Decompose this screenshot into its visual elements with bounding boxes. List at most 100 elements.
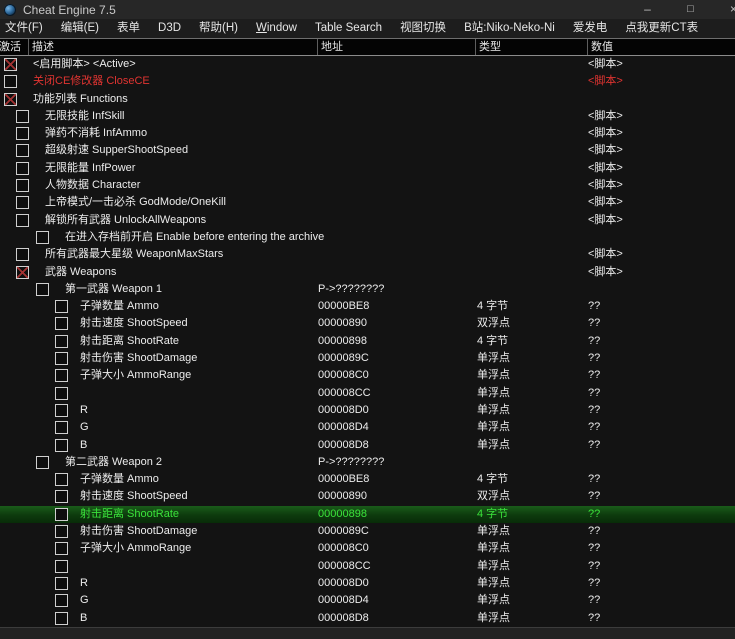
table-row[interactable]: 人物数据 Character <脚本> [0,177,735,194]
menu-item-0[interactable]: 文件(F) [5,22,43,34]
table-row[interactable]: <启用脚本> <Active> <脚本> [0,56,735,73]
row-checkbox-unchecked[interactable] [16,127,29,141]
row-checkbox-unchecked[interactable] [55,611,68,625]
row-checkbox-unchecked[interactable] [16,109,29,123]
row-description: 关闭CE修改器 CloseCE [33,75,150,88]
table-row[interactable]: 功能列表 Functions [0,91,735,108]
table-row[interactable]: G 000008D4 单浮点?? [0,592,735,609]
row-description: 射击伤害 ShootDamage [80,525,198,538]
close-button[interactable]: × [729,2,735,16]
row-checkbox-unchecked[interactable] [16,213,29,227]
titlebar: Cheat Engine 7.5 – □ × [0,0,735,19]
table-row[interactable]: 000008CC 单浮点?? [0,385,735,402]
menu-item-10[interactable]: 点我更新CT表 [625,22,699,34]
table-row[interactable]: 射击距离 ShootRate 00000898 4 字节?? [0,333,735,350]
row-checkbox-unchecked[interactable] [36,455,49,469]
minimize-button[interactable]: – [644,2,651,16]
row-type: 单浮点 [477,594,510,607]
row-type: 单浮点 [477,421,510,434]
table-row[interactable]: 无限能量 InfPower <脚本> [0,160,735,177]
row-checkbox-unchecked[interactable] [16,196,29,210]
table-row[interactable]: 射击伤害 ShootDamage 0000089C 单浮点?? [0,523,735,540]
menu-item-5[interactable]: Window [256,22,297,34]
table-row[interactable]: 解锁所有武器 UnlockAllWeapons <脚本> [0,212,735,229]
row-checkbox-unchecked[interactable] [16,144,29,158]
row-checkbox-unchecked[interactable] [55,576,68,590]
table-row[interactable]: B 000008D8 单浮点?? [0,437,735,454]
row-address: 000008D4 [318,594,369,607]
row-checkbox-unchecked[interactable] [55,369,68,383]
row-checkbox-unchecked[interactable] [16,179,29,193]
table-row[interactable]: 无限技能 InfSkill <脚本> [0,108,735,125]
menu-item-7[interactable]: 视图切换 [400,22,447,34]
row-description: 无限技能 InfSkill [45,109,125,122]
menu-item-9[interactable]: 爱发电 [572,22,608,34]
table-row[interactable]: 子弹数量 Ammo 00000BE8 4 字节?? [0,298,735,315]
table-row[interactable]: 第一武器 Weapon 1 P->???????? [0,281,735,298]
row-checkbox-unchecked[interactable] [36,230,49,244]
row-checkbox-unchecked[interactable] [55,507,68,521]
table-row[interactable]: 上帝模式/一击必杀 GodMode/OneKill <脚本> [0,194,735,211]
row-value: ?? [588,507,601,520]
menu-item-6[interactable]: Table Search [314,22,383,34]
row-value: ?? [588,403,601,416]
menu-item-2[interactable]: 表单 [117,22,141,34]
table-row[interactable]: 子弹大小 AmmoRange 000008C0 单浮点?? [0,367,735,384]
row-checkbox-unchecked[interactable] [55,594,68,608]
cheat-engine-app-icon [4,3,16,16]
row-checkbox-unchecked[interactable] [55,438,68,452]
row-checkbox-unchecked[interactable] [55,317,68,331]
table-row[interactable]: R 000008D0 单浮点?? [0,402,735,419]
row-checkbox-unchecked[interactable] [55,386,68,400]
row-checkbox-unchecked[interactable] [16,248,29,262]
table-row[interactable]: 关闭CE修改器 CloseCE <脚本> [0,73,735,90]
row-address: 000008D8 [318,438,369,451]
menu-item-3[interactable]: D3D [158,22,182,34]
row-checkbox-checked[interactable] [4,58,17,71]
table-row[interactable]: 射击速度 ShootSpeed 00000890 双浮点?? [0,488,735,505]
table-row[interactable]: B 000008D8 单浮点?? [0,610,735,627]
row-checkbox-unchecked[interactable] [55,421,68,435]
table-row[interactable]: 在进入存档前开启 Enable before entering the arch… [0,229,735,246]
table-row[interactable]: 000008CC 单浮点?? [0,558,735,575]
table-row[interactable]: 射击距离 ShootRate 00000898 4 字节?? [0,505,735,524]
row-checkbox-unchecked[interactable] [4,75,17,89]
row-value: <脚本> [588,58,623,70]
row-checkbox-unchecked[interactable] [16,161,29,175]
row-checkbox-unchecked[interactable] [55,490,68,504]
row-description: 第一武器 Weapon 1 [65,282,163,295]
menu-item-8[interactable]: B站:Niko-Neko-Ni [464,22,555,34]
row-type: 4 字节 [477,473,509,486]
table-row[interactable]: 所有武器最大星级 WeaponMaxStars <脚本> [0,246,735,263]
row-checkbox-unchecked[interactable] [55,352,68,366]
row-type: 单浮点 [477,525,510,538]
row-type: 4 字节 [477,300,509,313]
row-checkbox-unchecked[interactable] [55,542,68,556]
table-row[interactable]: 超级射速 SupperShootSpeed <脚本> [0,142,735,159]
row-checkbox-unchecked[interactable] [55,300,68,314]
window-title: Cheat Engine 7.5 [23,2,116,17]
row-checkbox-checked[interactable] [16,265,29,279]
table-row[interactable]: 弹药不消耗 InfAmmo <脚本> [0,125,735,142]
table-row[interactable]: 射击速度 ShootSpeed 00000890 双浮点?? [0,315,735,332]
table-row[interactable]: 武器 Weapons <脚本> [0,264,735,281]
row-checkbox-unchecked[interactable] [55,559,68,573]
row-checkbox-unchecked[interactable] [55,403,68,417]
menu-item-1[interactable]: 编辑(E) [60,22,100,34]
row-checkbox-unchecked[interactable] [55,525,68,539]
table-row[interactable]: 第二武器 Weapon 2 P->???????? [0,454,735,471]
table-row[interactable]: G 000008D4 单浮点?? [0,419,735,436]
row-checkbox-unchecked[interactable] [55,473,68,487]
table-row[interactable]: R 000008D0 单浮点?? [0,575,735,592]
table-row[interactable]: 子弹数量 Ammo 00000BE8 4 字节?? [0,471,735,488]
maximize-button[interactable]: □ [687,3,694,15]
menu-item-4[interactable]: 帮助(H) [199,22,239,34]
table-row[interactable]: 射击伤害 ShootDamage 0000089C 单浮点?? [0,350,735,367]
row-value: <脚本> [588,265,623,278]
row-checkbox-unchecked[interactable] [36,282,49,296]
table-row[interactable]: 子弹大小 AmmoRange 000008C0 单浮点?? [0,540,735,557]
row-checkbox-checked[interactable] [4,92,17,106]
row-checkbox-unchecked[interactable] [55,334,68,348]
row-value: <脚本> [588,161,623,174]
